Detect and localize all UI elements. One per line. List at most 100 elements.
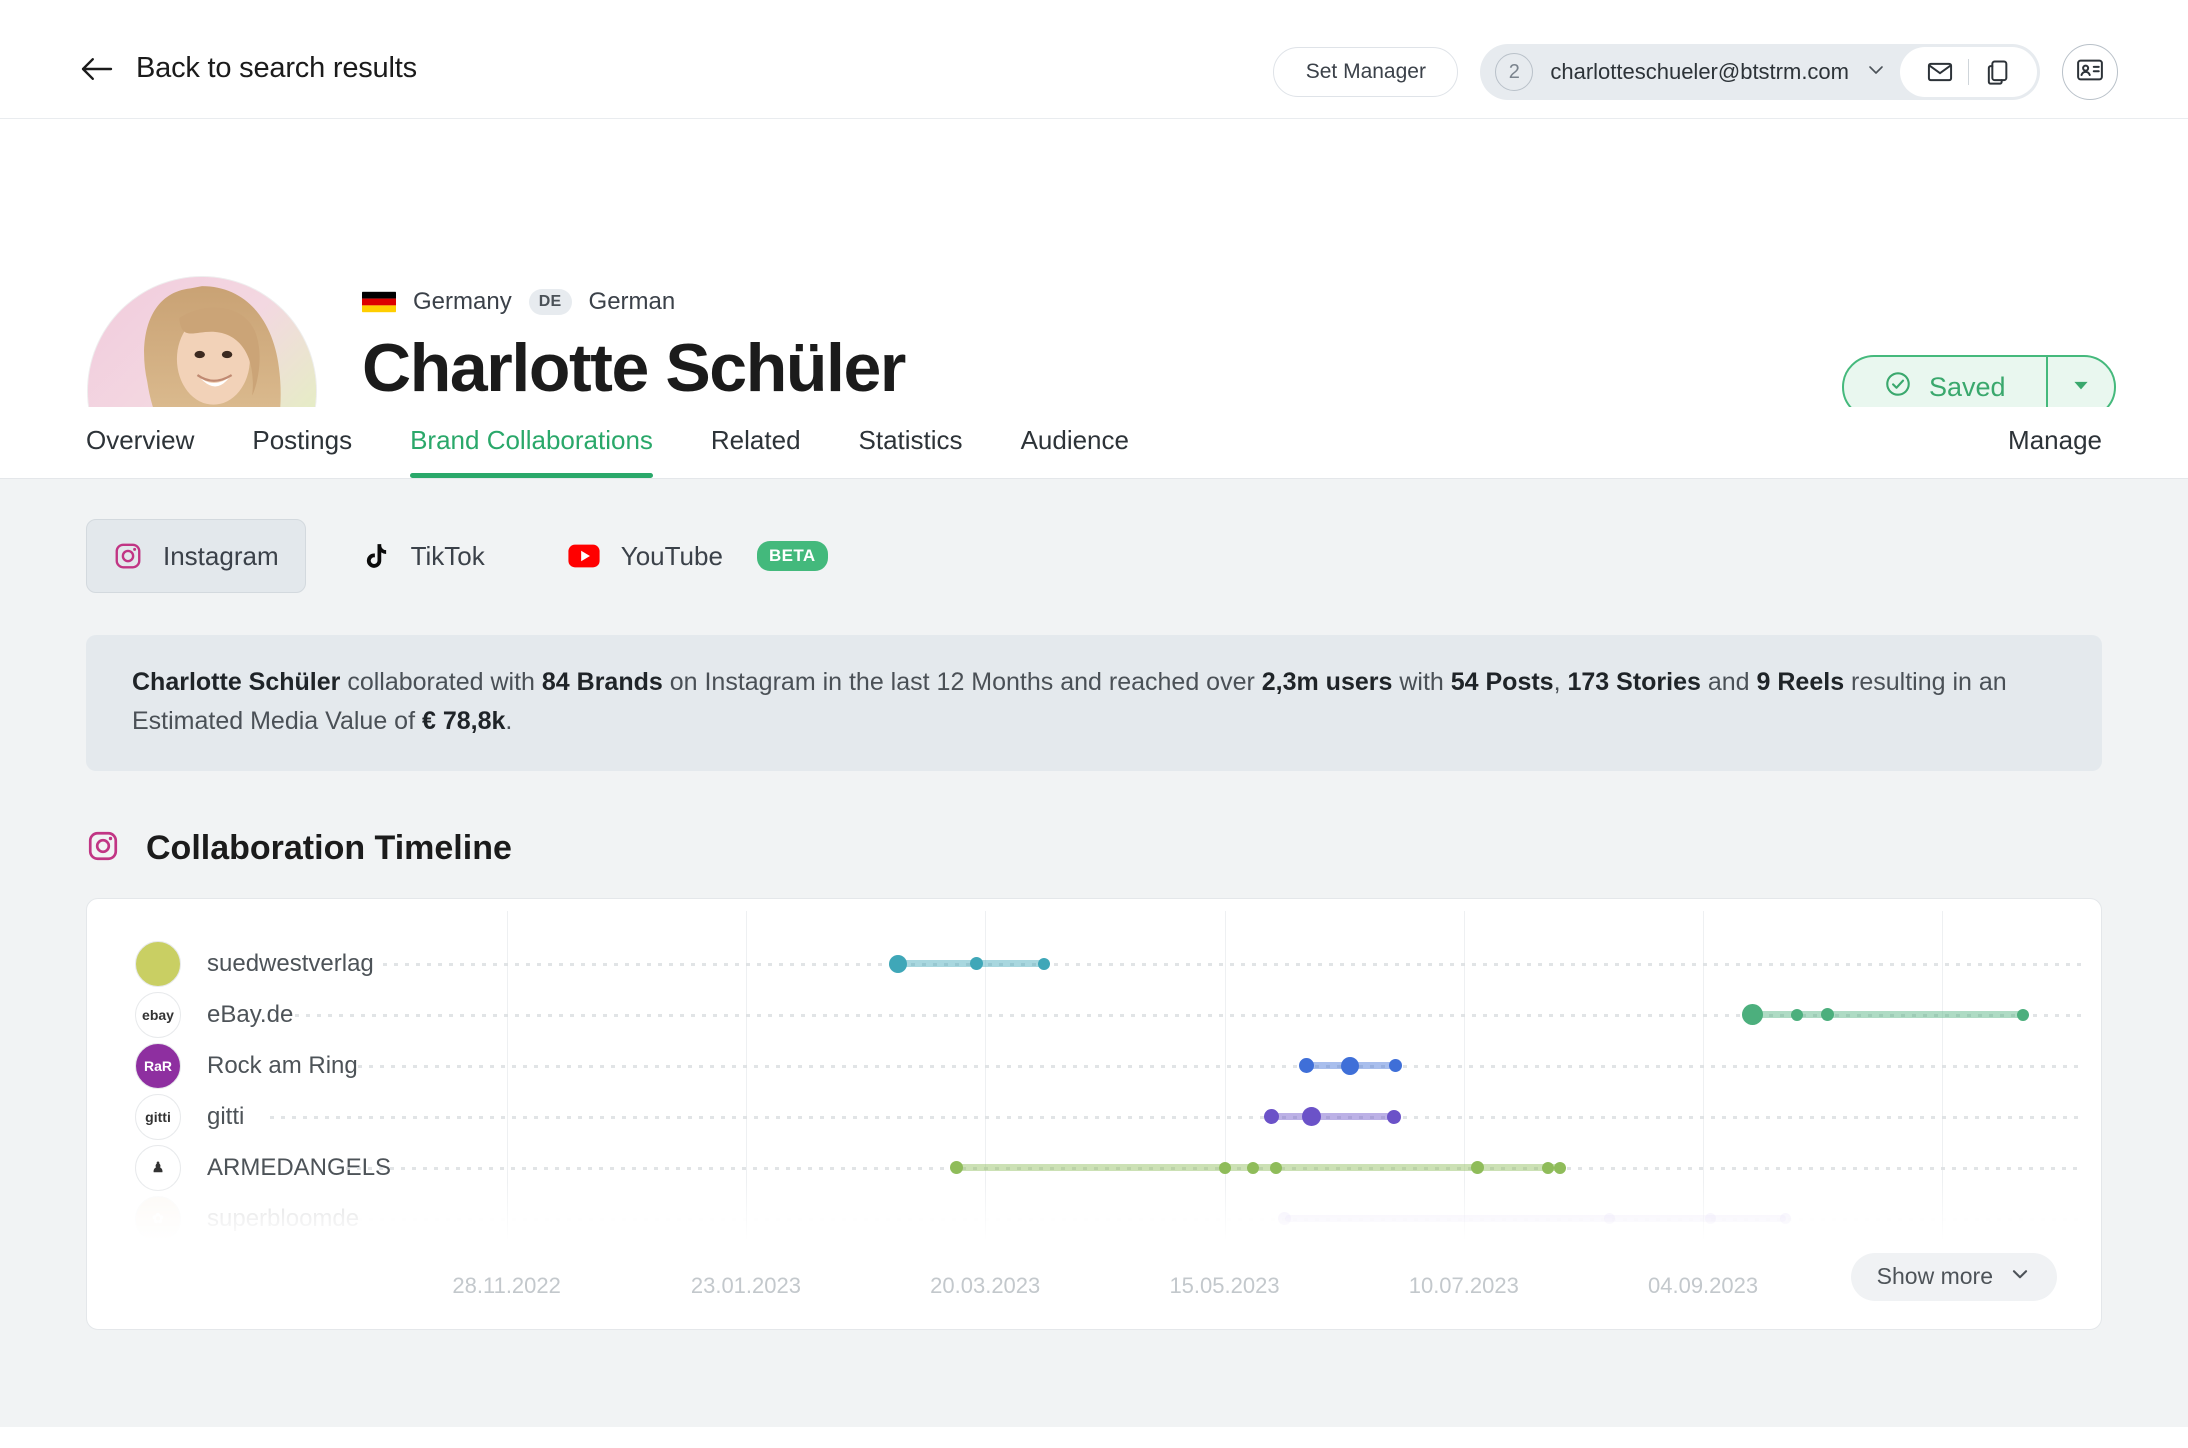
- timeline-data-point[interactable]: [1263, 1109, 1279, 1124]
- platform-tab-label: Instagram: [163, 540, 279, 571]
- timeline-data-point[interactable]: [1218, 1161, 1231, 1174]
- chart-gridline: [506, 910, 508, 1251]
- brand-name: superbloomde: [207, 1204, 360, 1232]
- check-circle-icon: [1884, 370, 1912, 405]
- chart-gridline: [745, 910, 747, 1251]
- youtube-icon: [567, 541, 601, 571]
- timeline-guide-line: [383, 962, 2082, 966]
- timeline-row-label[interactable]: gitti gitti: [135, 1090, 244, 1144]
- chart-gridline: [985, 910, 987, 1251]
- summary-users: 2,3m users: [1261, 668, 1393, 696]
- timeline-data-point[interactable]: [1821, 1008, 1834, 1021]
- tab-audience[interactable]: Audience: [1020, 425, 1129, 455]
- timeline-data-point[interactable]: [1791, 1008, 1804, 1021]
- timeline-data-point[interactable]: [1037, 957, 1050, 970]
- main-content: Instagram TikTok YouTube BETA Charlotte …: [0, 479, 2188, 1427]
- timeline-row-label[interactable]: ebay eBay.de: [135, 988, 293, 1042]
- platform-tab-tiktok[interactable]: TikTok: [334, 519, 512, 593]
- timeline-span: [1271, 1113, 1394, 1120]
- envelope-icon[interactable]: [1918, 50, 1962, 94]
- timeline-data-point[interactable]: [1553, 1161, 1566, 1174]
- contact-card-button[interactable]: [2062, 44, 2118, 100]
- timeline-data-point[interactable]: [1741, 1004, 1763, 1025]
- platform-tab-label: TikTok: [410, 540, 485, 571]
- summary-posts: 54 Posts: [1450, 668, 1554, 696]
- timeline-data-point[interactable]: [888, 954, 907, 973]
- saved-dropdown-button[interactable]: [2048, 357, 2114, 417]
- summary-stories: 173 Stories: [1567, 668, 1701, 696]
- flag-de-icon: [362, 291, 396, 313]
- contact-card-icon: [2075, 55, 2105, 90]
- chevron-down-icon: [2009, 1263, 2031, 1291]
- page-title: Charlotte Schüler: [362, 330, 906, 406]
- tab-statistics[interactable]: Statistics: [858, 425, 963, 455]
- timeline-data-point[interactable]: [1470, 1161, 1484, 1174]
- timeline-data-point[interactable]: [1780, 1213, 1792, 1224]
- copy-icon[interactable]: [1975, 50, 2019, 94]
- manage-link[interactable]: Manage: [2008, 425, 2102, 455]
- email-count-badge: 2: [1495, 53, 1534, 91]
- language-name: German: [588, 288, 676, 315]
- brand-logo: RaR: [135, 1042, 181, 1089]
- timeline-row-label[interactable]: ✿ superbloomde: [135, 1192, 359, 1246]
- timeline-row-label[interactable]: suedwestverlag: [135, 937, 374, 991]
- timeline-data-point[interactable]: [1386, 1109, 1401, 1124]
- timeline-data-point[interactable]: [1388, 1059, 1402, 1072]
- collaboration-timeline-chart: 28.11.2022 23.01.2023 20.03.2023 15.05.2023…: [86, 897, 2102, 1330]
- timeline-data-point[interactable]: [1246, 1161, 1259, 1174]
- back-to-search-results-link[interactable]: Back to search results: [80, 52, 417, 85]
- timeline-row-label[interactable]: RaR Rock am Ring: [135, 1039, 358, 1093]
- summary-text: and: [1700, 668, 1757, 696]
- brand-logo: gitti: [135, 1093, 181, 1140]
- axis-tick-label: 23.01.2023: [690, 1272, 801, 1298]
- brand-name: suedwestverlag: [207, 949, 374, 977]
- timeline-data-point[interactable]: [1704, 1213, 1716, 1224]
- summary-text: resulting in an Estimated Media Value of: [132, 668, 2007, 735]
- language-code-badge: DE: [528, 289, 572, 315]
- instagram-icon: [113, 541, 143, 571]
- brand-logo: ebay: [135, 991, 181, 1038]
- beta-badge: BETA: [756, 541, 828, 571]
- timeline-guide-line: [358, 1217, 2082, 1221]
- timeline-data-point[interactable]: [950, 1161, 963, 1174]
- show-more-button[interactable]: Show more: [1850, 1252, 2057, 1301]
- saved-button[interactable]: Saved: [1844, 357, 2046, 417]
- brand-name: Rock am Ring: [207, 1051, 358, 1079]
- timeline-data-point[interactable]: [1278, 1212, 1292, 1225]
- timeline-data-point[interactable]: [970, 957, 984, 970]
- timeline-data-point[interactable]: [1270, 1161, 1283, 1174]
- summary-text: ,: [1553, 668, 1568, 696]
- timeline-data-point[interactable]: [1341, 1056, 1360, 1075]
- arrow-left-icon: [80, 55, 114, 83]
- tab-brand-collaborations[interactable]: Brand Collaborations: [410, 425, 653, 478]
- axis-tick-label: 20.03.2023: [930, 1272, 1041, 1298]
- set-manager-button[interactable]: Set Manager: [1273, 47, 1459, 97]
- timeline-section-header: Collaboration Timeline: [86, 829, 2102, 868]
- axis-tick-label: 28.11.2022: [452, 1272, 561, 1298]
- email-action-buttons: [1900, 47, 2037, 97]
- show-more-label: Show more: [1876, 1263, 1993, 1289]
- platform-tab-instagram[interactable]: Instagram: [86, 519, 306, 593]
- timeline-guide-line: [295, 1013, 2082, 1017]
- summary-text: with: [1392, 668, 1451, 696]
- tab-overview[interactable]: Overview: [86, 425, 195, 455]
- brand-name: eBay.de: [207, 1000, 294, 1028]
- platform-tabs: Instagram TikTok YouTube BETA: [86, 479, 2102, 593]
- tab-related[interactable]: Related: [710, 425, 801, 455]
- timeline-span: [1752, 1011, 2024, 1018]
- tab-postings[interactable]: Postings: [252, 425, 353, 455]
- timeline-data-point[interactable]: [1541, 1161, 1554, 1174]
- timeline-data-point[interactable]: [1299, 1058, 1315, 1073]
- chart-gridline: [1942, 910, 1944, 1251]
- profile-header: Germany DE German Charlotte Schüler Full…: [0, 119, 2188, 505]
- summary-name: Charlotte Schüler: [132, 668, 341, 696]
- email-group: 2 charlotteschueler@btstrm.com: [1480, 44, 2040, 100]
- caret-down-icon: [2070, 374, 2092, 401]
- timeline-data-point[interactable]: [1302, 1107, 1322, 1126]
- tiktok-icon: [361, 541, 391, 571]
- axis-tick-label: 10.07.2023: [1408, 1272, 1519, 1298]
- timeline-data-point[interactable]: [2017, 1008, 2030, 1021]
- platform-tab-youtube[interactable]: YouTube BETA: [540, 519, 855, 593]
- timeline-data-point[interactable]: [1604, 1213, 1616, 1224]
- email-selector[interactable]: 2 charlotteschueler@btstrm.com: [1483, 53, 1900, 91]
